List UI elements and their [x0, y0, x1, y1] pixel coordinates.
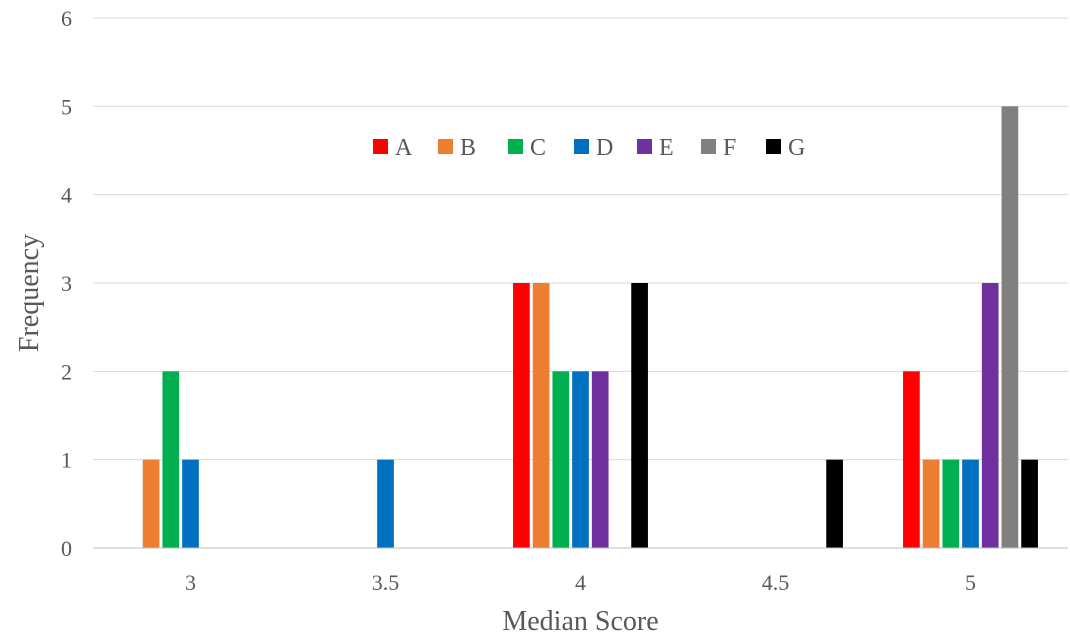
y-axis-ticks: 0 1 2 3 4 5 6: [61, 6, 72, 561]
bar-A-5: [903, 371, 920, 548]
legend-label-C: C: [530, 135, 546, 161]
y-tick-label: 2: [61, 359, 72, 384]
bar-E-5: [981, 283, 999, 548]
bar-G-4.5: [826, 459, 843, 548]
legend-swatch-G: [766, 139, 781, 154]
bar-G-4: [631, 283, 648, 548]
legend-swatch-F: [701, 139, 716, 154]
legend-label-G: G: [788, 135, 805, 161]
x-axis-ticks: 3 3.5 4 4.5 5: [185, 570, 976, 595]
y-tick-label: 3: [61, 271, 72, 296]
legend-swatch-E: [637, 139, 652, 154]
y-axis-title: Frequency: [14, 234, 45, 352]
y-tick-label: 1: [61, 448, 72, 473]
bar-D-3: [182, 459, 199, 548]
x-tick-label: 3: [185, 570, 196, 595]
bar-A-4: [513, 283, 530, 548]
legend-swatch-C: [508, 139, 523, 154]
legend: A B C D E F G: [373, 135, 805, 161]
x-tick-label: 5: [965, 570, 976, 595]
bar-D-4: [572, 371, 589, 548]
x-tick-label: 3.5: [372, 570, 400, 595]
bar-D-3.5: [377, 459, 394, 548]
legend-label-E: E: [659, 135, 674, 161]
bar-B-5: [922, 459, 940, 548]
bar-B-4: [532, 283, 550, 548]
bar-C-4: [552, 371, 570, 548]
bar-B-3: [142, 459, 160, 548]
y-tick-label: 6: [61, 6, 72, 31]
y-tick-label: 0: [61, 536, 72, 561]
x-tick-label: 4.5: [762, 570, 790, 595]
bar-C-3: [162, 371, 180, 548]
legend-swatch-B: [438, 139, 453, 154]
bars: [142, 106, 1038, 548]
bar-C-5: [942, 459, 960, 548]
x-axis-title: Median Score: [502, 606, 658, 637]
y-tick-label: 4: [61, 183, 72, 208]
legend-swatch-D: [574, 139, 589, 154]
legend-label-F: F: [723, 135, 736, 161]
bar-E-4: [591, 371, 609, 548]
bar-G-5: [1021, 459, 1038, 548]
bar-D-5: [962, 459, 979, 548]
y-tick-label: 5: [61, 94, 72, 119]
legend-swatch-A: [373, 139, 388, 154]
legend-label-B: B: [460, 135, 476, 161]
legend-label-D: D: [596, 135, 613, 161]
bar-F-5: [1001, 106, 1019, 548]
x-tick-label: 4: [575, 570, 586, 595]
legend-label-A: A: [395, 135, 413, 161]
